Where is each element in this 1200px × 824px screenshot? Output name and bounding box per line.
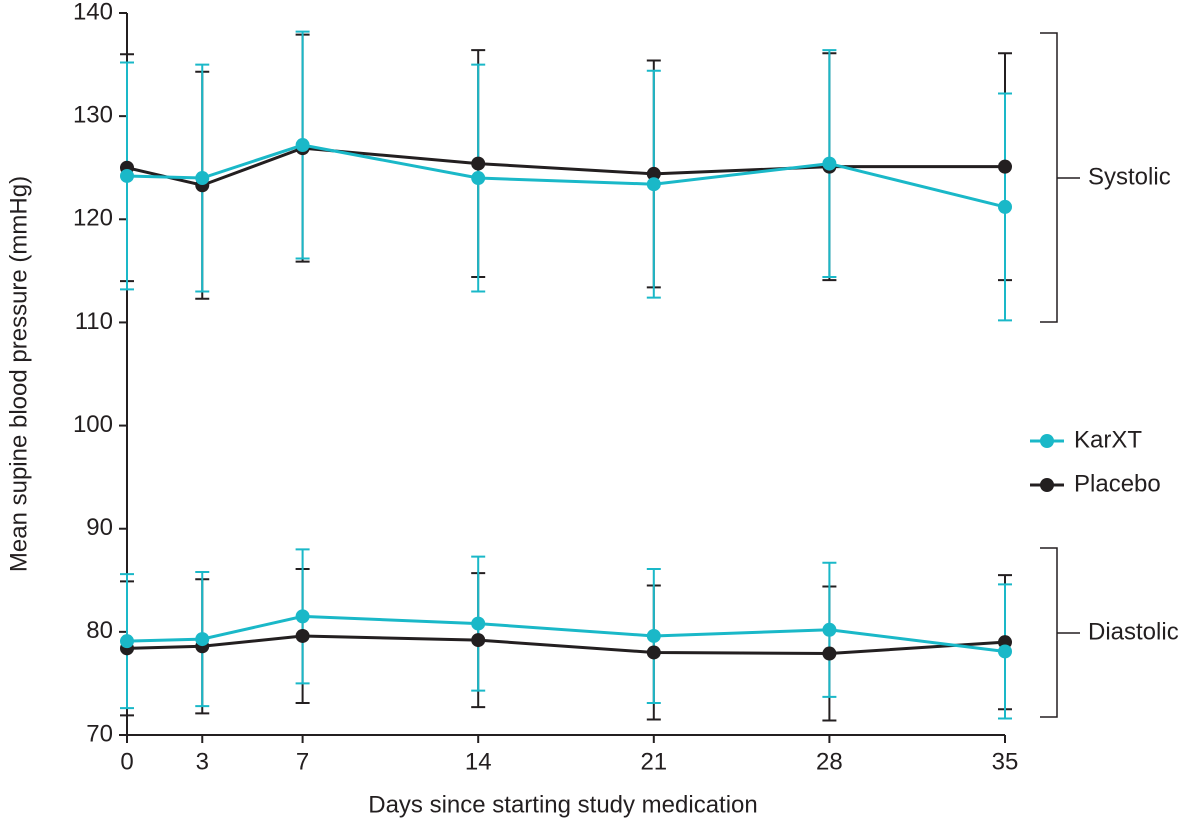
point xyxy=(471,171,486,186)
point xyxy=(646,645,661,660)
x-tick-label: 7 xyxy=(296,748,309,775)
point xyxy=(646,166,661,181)
point xyxy=(120,168,134,183)
point xyxy=(195,171,210,186)
point xyxy=(471,633,486,648)
point xyxy=(646,628,661,643)
y-tick-label: 90 xyxy=(86,514,113,541)
point xyxy=(471,616,486,631)
y-tick-label: 70 xyxy=(86,720,113,747)
y-tick-label: 120 xyxy=(73,205,113,232)
legend-label: Placebo xyxy=(1074,470,1161,497)
point xyxy=(822,646,837,661)
legend-marker xyxy=(1040,434,1054,448)
x-tick-label: 0 xyxy=(120,748,133,775)
x-tick-label: 3 xyxy=(196,748,209,775)
series-line xyxy=(126,634,1006,656)
x-tick-label: 21 xyxy=(640,748,667,775)
point xyxy=(295,628,310,643)
series-line xyxy=(126,143,1006,209)
x-tick-label: 35 xyxy=(992,748,1019,775)
group-label: Systolic xyxy=(1088,163,1171,190)
point xyxy=(120,634,134,649)
y-tick-label: 130 xyxy=(73,101,113,128)
point xyxy=(646,177,661,192)
point xyxy=(195,632,210,647)
point xyxy=(471,156,486,171)
point xyxy=(998,199,1012,214)
point xyxy=(295,138,310,153)
y-tick-label: 110 xyxy=(75,308,113,335)
y-tick-label: 140 xyxy=(73,0,113,25)
point xyxy=(295,609,310,624)
x-tick-label: 28 xyxy=(816,748,843,775)
diastolic-bracket xyxy=(1040,547,1080,718)
systolic-bracket xyxy=(1040,32,1080,323)
point xyxy=(822,156,837,171)
point xyxy=(822,622,837,637)
y-axis-label: Mean supine blood pressure (mmHg) xyxy=(5,176,32,572)
point xyxy=(998,644,1012,659)
x-tick-label: 14 xyxy=(465,748,492,775)
point xyxy=(998,159,1012,174)
legend-marker xyxy=(1040,478,1054,492)
y-tick-label: 80 xyxy=(86,617,113,644)
group-label: Diastolic xyxy=(1088,618,1179,645)
legend-label: KarXT xyxy=(1074,426,1142,453)
x-axis-label: Days since starting study medication xyxy=(368,791,758,818)
y-tick-label: 100 xyxy=(73,411,113,438)
